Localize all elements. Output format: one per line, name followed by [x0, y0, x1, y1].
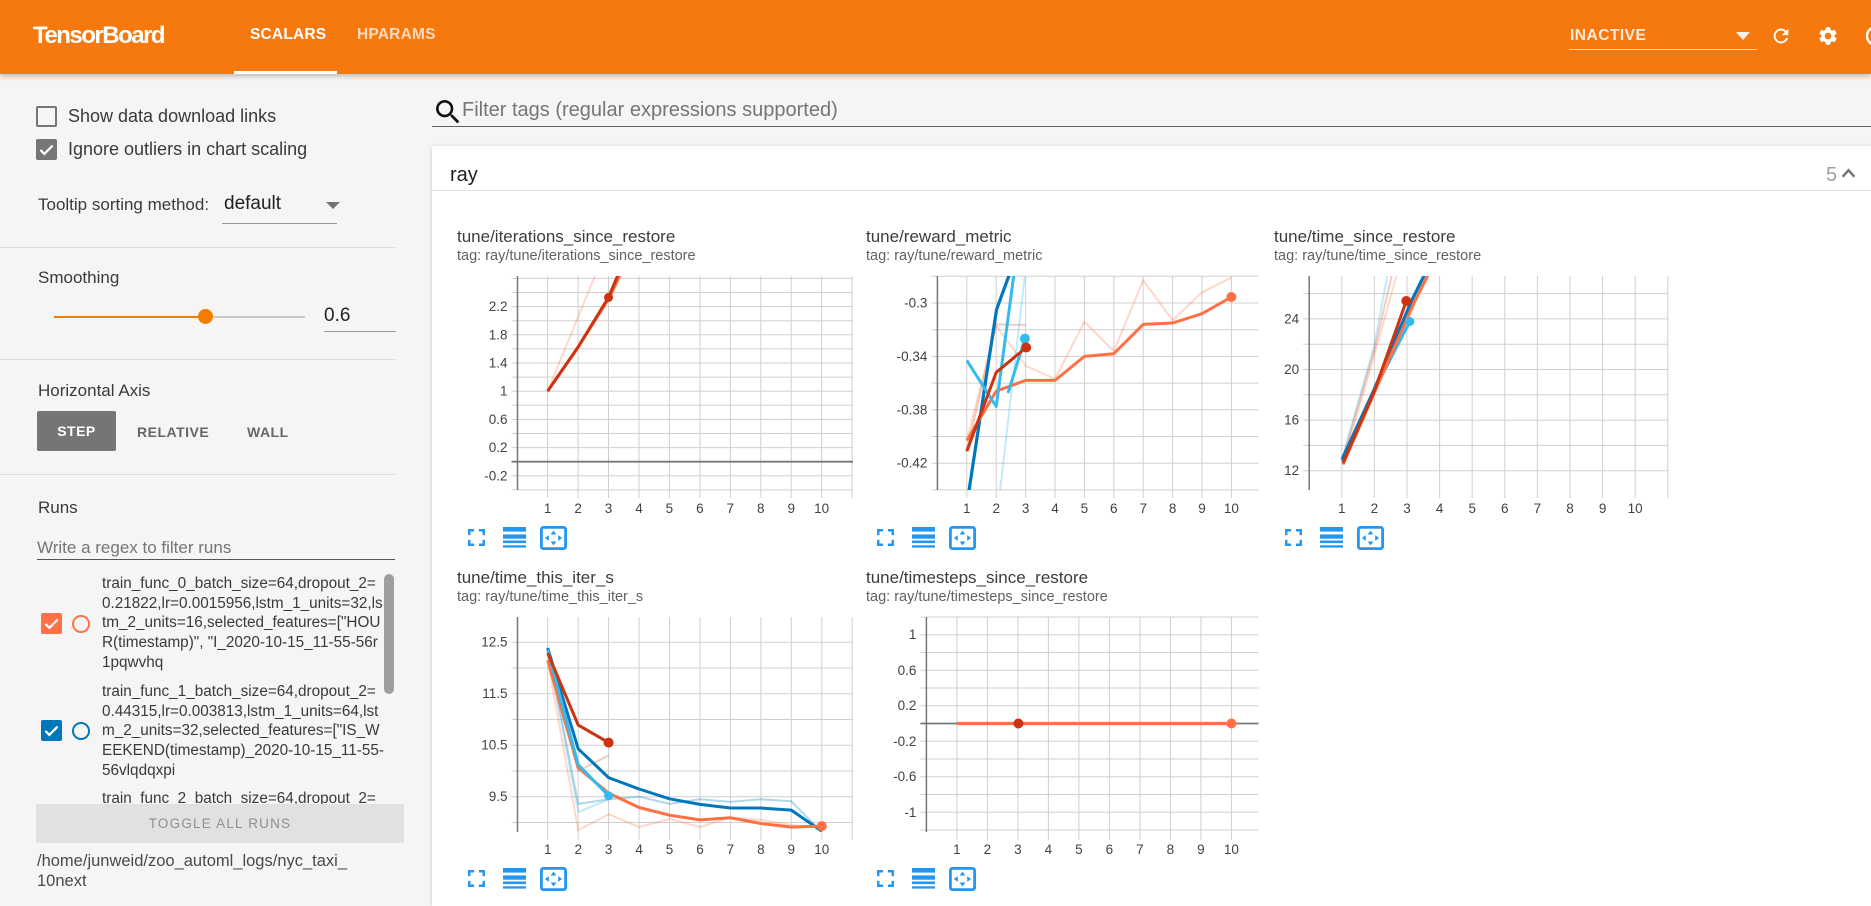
svg-text:9: 9: [1197, 842, 1205, 857]
svg-text:6: 6: [1110, 501, 1118, 516]
svg-text:8: 8: [757, 842, 765, 857]
svg-text:12: 12: [1284, 463, 1299, 478]
svg-text:2: 2: [984, 842, 992, 857]
svg-text:0.6: 0.6: [489, 412, 508, 427]
svg-text:5: 5: [666, 501, 674, 516]
svg-text:-0.2: -0.2: [893, 734, 916, 749]
svg-text:-0.42: -0.42: [897, 456, 928, 471]
svg-text:9: 9: [1198, 501, 1206, 516]
svg-text:9: 9: [1599, 501, 1607, 516]
svg-text:3: 3: [1403, 501, 1411, 516]
svg-text:-0.38: -0.38: [897, 402, 928, 417]
svg-text:7: 7: [1136, 842, 1144, 857]
svg-text:10: 10: [1224, 501, 1239, 516]
svg-text:5: 5: [1075, 842, 1083, 857]
svg-text:1: 1: [544, 501, 552, 516]
svg-text:7: 7: [727, 501, 735, 516]
svg-text:5: 5: [666, 842, 674, 857]
svg-text:2: 2: [574, 501, 582, 516]
svg-text:10: 10: [814, 842, 829, 857]
svg-text:3: 3: [1014, 842, 1022, 857]
svg-text:24: 24: [1284, 311, 1300, 326]
svg-text:1.4: 1.4: [489, 356, 508, 371]
svg-text:-0.34: -0.34: [897, 349, 928, 364]
svg-text:3: 3: [605, 842, 613, 857]
svg-text:4: 4: [1436, 501, 1444, 516]
svg-text:2: 2: [1371, 501, 1379, 516]
svg-text:-0.6: -0.6: [893, 769, 916, 784]
svg-text:4: 4: [635, 501, 643, 516]
svg-text:8: 8: [757, 501, 765, 516]
svg-text:-0.3: -0.3: [904, 296, 927, 311]
svg-text:1: 1: [963, 501, 971, 516]
svg-text:0.2: 0.2: [898, 698, 917, 713]
svg-text:9: 9: [788, 842, 796, 857]
svg-text:8: 8: [1566, 501, 1574, 516]
svg-text:1: 1: [953, 842, 961, 857]
svg-text:1: 1: [909, 627, 917, 642]
svg-text:2: 2: [574, 842, 582, 857]
svg-text:2.2: 2.2: [489, 299, 508, 314]
svg-text:4: 4: [635, 842, 643, 857]
svg-text:5: 5: [1468, 501, 1476, 516]
svg-text:12.5: 12.5: [481, 635, 507, 650]
svg-text:10: 10: [1224, 842, 1239, 857]
svg-text:3: 3: [605, 501, 613, 516]
svg-text:-1: -1: [904, 805, 916, 820]
svg-text:2: 2: [992, 501, 1000, 516]
svg-text:8: 8: [1167, 842, 1175, 857]
svg-text:20: 20: [1284, 362, 1299, 377]
svg-text:6: 6: [696, 501, 704, 516]
svg-text:7: 7: [1534, 501, 1542, 516]
svg-text:11.5: 11.5: [482, 686, 507, 701]
svg-text:7: 7: [727, 842, 735, 857]
svg-text:1: 1: [500, 384, 508, 399]
svg-text:1: 1: [544, 842, 552, 857]
svg-text:5: 5: [1081, 501, 1089, 516]
svg-text:6: 6: [696, 842, 704, 857]
svg-text:9.5: 9.5: [489, 789, 508, 804]
svg-text:9: 9: [787, 501, 795, 516]
svg-text:10.5: 10.5: [481, 738, 507, 753]
svg-text:4: 4: [1045, 842, 1053, 857]
svg-text:0.2: 0.2: [489, 440, 508, 455]
svg-text:16: 16: [1284, 413, 1299, 428]
svg-text:-0.2: -0.2: [484, 468, 507, 483]
svg-text:0.6: 0.6: [898, 663, 917, 678]
svg-text:4: 4: [1051, 501, 1059, 516]
svg-text:7: 7: [1139, 501, 1147, 516]
svg-text:3: 3: [1022, 501, 1030, 516]
svg-text:1.8: 1.8: [489, 327, 508, 342]
svg-text:6: 6: [1501, 501, 1509, 516]
svg-text:8: 8: [1169, 501, 1177, 516]
svg-text:10: 10: [814, 501, 829, 516]
svg-text:6: 6: [1106, 842, 1114, 857]
svg-text:10: 10: [1628, 501, 1643, 516]
svg-text:1: 1: [1338, 501, 1346, 516]
